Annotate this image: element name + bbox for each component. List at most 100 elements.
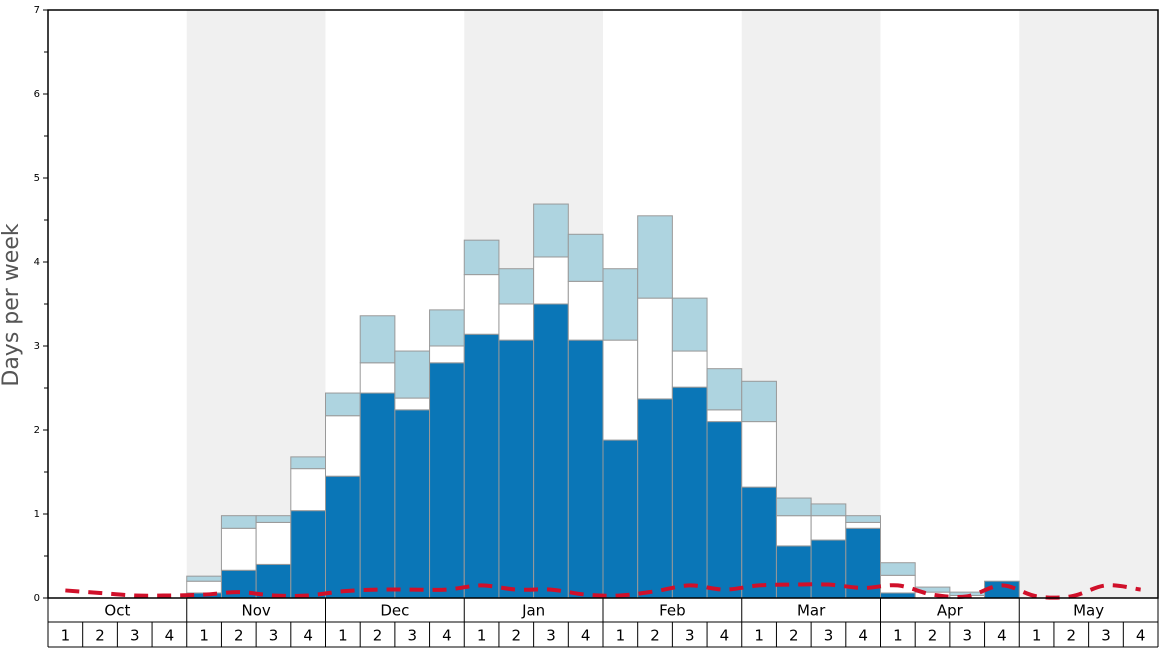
bar-segment	[706, 421, 743, 599]
y-axis-label: Days per week	[0, 223, 24, 386]
week-label: 1	[1032, 627, 1042, 645]
bar-segment	[567, 339, 604, 599]
y-tick-label: 3	[34, 341, 40, 352]
month-label: Apr	[937, 602, 964, 620]
trend-line	[65, 582, 1141, 600]
bar-segment	[394, 397, 431, 411]
y-tick-label: 2	[34, 425, 40, 436]
bar-segment	[498, 339, 535, 599]
week-label: 4	[165, 627, 175, 645]
bar-segment	[463, 239, 500, 276]
bar-segment	[429, 309, 465, 347]
bar-segment	[741, 421, 777, 488]
plot-frame	[47, 9, 1159, 599]
week-label: 3	[824, 627, 834, 645]
week-label: 4	[1136, 627, 1146, 645]
month-label: Mar	[797, 602, 826, 620]
bar-segment	[845, 515, 881, 523]
month-label: Dec	[380, 602, 409, 620]
bar-segment	[602, 439, 639, 599]
bar-segment	[325, 415, 361, 477]
week-label: 3	[962, 627, 972, 645]
bar-segment	[186, 580, 222, 594]
y-tick-label: 1	[34, 509, 40, 520]
bar-segment	[186, 575, 222, 582]
week-label: 1	[893, 627, 903, 645]
week-label: 2	[512, 627, 522, 645]
week-label: 3	[685, 627, 695, 645]
axes: Oct Nov Dec Jan Feb Mar Apr May 1 2 3 4 1 2 3 4 1 2 3 4 1 2 3 4…	[34, 5, 1159, 648]
bar-segment	[741, 380, 777, 423]
week-label: 4	[442, 627, 452, 645]
bar-segment	[880, 562, 916, 576]
week-label: 4	[720, 627, 730, 645]
week-label: 1	[199, 627, 209, 645]
y-tick-label: 6	[34, 89, 40, 100]
week-label: 4	[997, 627, 1007, 645]
bar-segment	[255, 521, 292, 565]
bar-segment	[775, 497, 812, 517]
week-label: 2	[373, 627, 383, 645]
bar-segment	[810, 515, 847, 541]
month-label: Oct	[104, 602, 130, 620]
week-label: 3	[546, 627, 556, 645]
line-layer	[65, 582, 1141, 600]
week-label: 4	[303, 627, 313, 645]
bar-segment	[463, 274, 500, 335]
bar-segment	[567, 280, 604, 341]
bar-segment	[671, 350, 708, 388]
week-label: 2	[95, 627, 105, 645]
month-label: May	[1073, 602, 1104, 620]
y-tick-label: 5	[34, 173, 40, 184]
bar-segment	[429, 362, 465, 599]
bars	[186, 203, 1020, 599]
week-label: 2	[928, 627, 938, 645]
bar-segment	[671, 297, 708, 352]
bar-segment	[533, 303, 569, 599]
bar-segment	[359, 315, 396, 364]
week-label: 2	[789, 627, 799, 645]
month-label: Feb	[659, 602, 686, 620]
bar-segment	[706, 409, 743, 423]
bar-segment	[810, 503, 847, 517]
month-label: Nov	[241, 602, 270, 620]
week-label: 2	[650, 627, 660, 645]
week-label: 1	[61, 627, 71, 645]
bar-segment	[325, 475, 361, 599]
bar-segment	[845, 521, 881, 529]
week-label: 3	[269, 627, 279, 645]
bar-segment	[290, 456, 326, 470]
y-tick-label: 0	[34, 593, 40, 604]
bar-segment	[359, 392, 396, 599]
bar-segment	[220, 527, 257, 571]
week-label: 3	[130, 627, 140, 645]
month-label: Jan	[521, 602, 545, 620]
week-label: 1	[616, 627, 626, 645]
bar-segment	[567, 233, 604, 282]
bar-segment	[880, 592, 916, 599]
week-label: 2	[234, 627, 244, 645]
week-label: 1	[754, 627, 764, 645]
bar-segment	[637, 215, 673, 299]
bar-segment	[637, 297, 673, 400]
bar-segment	[463, 333, 500, 599]
bar-segment	[220, 515, 257, 529]
bar-segment	[429, 345, 465, 364]
week-label: 3	[1101, 627, 1111, 645]
week-label: 4	[858, 627, 868, 645]
week-label: 4	[581, 627, 591, 645]
y-tick-label: 7	[34, 5, 40, 16]
week-label: 1	[477, 627, 487, 645]
bar-segment	[810, 539, 847, 599]
bar-segment	[359, 362, 396, 394]
week-label: 3	[407, 627, 417, 645]
bar-segment	[637, 398, 673, 599]
bar-segment	[741, 486, 777, 599]
bar-segment	[498, 268, 535, 305]
bar-segment	[602, 339, 639, 441]
bar-segment	[325, 392, 361, 417]
bar-segment	[290, 468, 326, 512]
week-label: 1	[338, 627, 348, 645]
bar-segment	[290, 510, 326, 599]
